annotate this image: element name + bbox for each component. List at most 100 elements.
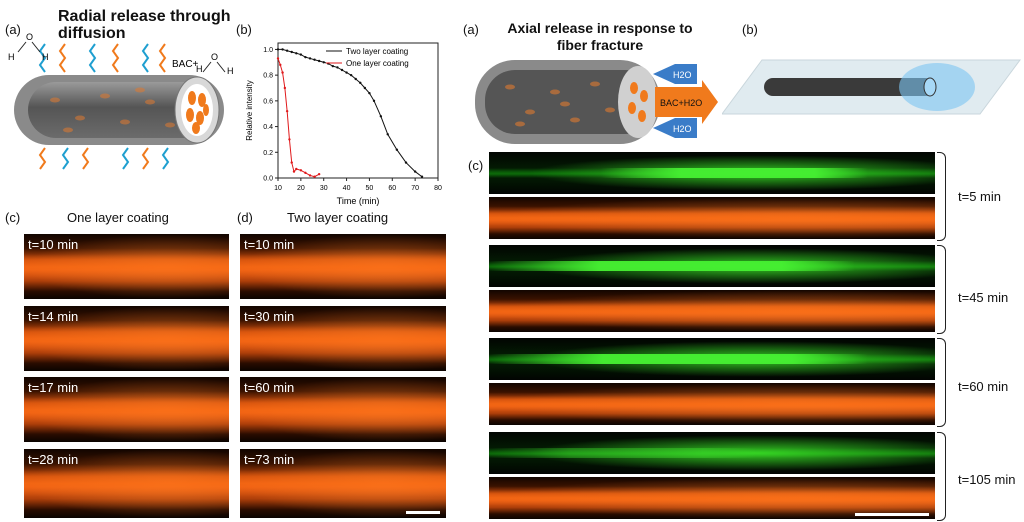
bac-h2o: BAC+H2O	[660, 98, 702, 108]
x-tick-label: 30	[320, 185, 328, 192]
data-point	[317, 59, 321, 63]
data-point	[290, 50, 293, 54]
right-panel-a-label: (a)	[463, 22, 479, 37]
data-point	[276, 48, 280, 51]
series-line-2	[277, 58, 320, 178]
time-label: t=14 min	[28, 309, 79, 324]
data-point	[354, 77, 357, 81]
data-point	[276, 57, 280, 60]
x-tick-label: 60	[388, 185, 396, 192]
data-point	[395, 148, 399, 151]
data-point	[349, 73, 353, 77]
x-axis-label: Time (min)	[337, 196, 380, 206]
fiber-end	[618, 66, 658, 138]
data-point	[308, 57, 312, 60]
data-point	[413, 170, 417, 173]
water-in-arrow-bottom	[653, 118, 675, 138]
left-panel-c-title: One layer coating	[67, 210, 169, 225]
fiber-rod	[764, 78, 934, 96]
left-panel-d-label: (d)	[237, 210, 253, 225]
time-label: t=73 min	[244, 452, 295, 467]
y-tick-label: 0.6	[263, 98, 273, 105]
legend-label: Two layer coating	[346, 47, 408, 56]
two-layer-frame-4: t=73 min	[240, 449, 446, 518]
water-o-right: O	[211, 52, 218, 62]
bac-label: BAC+	[172, 59, 199, 70]
bac-out-arrow	[655, 80, 718, 124]
data-point	[313, 58, 316, 61]
data-point	[295, 167, 298, 171]
h2o-bottom: H2O	[673, 124, 692, 134]
green-frame-3	[489, 338, 935, 380]
water-h-right: H	[196, 64, 203, 74]
data-point	[281, 48, 284, 51]
green-frame-4	[489, 432, 935, 474]
water-o-left: O	[26, 32, 33, 42]
right-panel-b-label: (b)	[742, 22, 758, 37]
data-point	[404, 161, 408, 164]
left-heading: Radial release through diffusion	[58, 8, 231, 42]
data-point	[304, 55, 307, 59]
data-point	[290, 161, 293, 164]
one-layer-frame-1: t=10 min	[24, 234, 229, 299]
bracket-3	[937, 338, 946, 427]
y-axis-label: Relative intensity	[245, 80, 254, 140]
fiber-core	[485, 70, 655, 134]
water-h-right-2: H	[227, 66, 234, 76]
x-tick-label: 50	[366, 185, 374, 192]
left-panel-b-label: (b)	[236, 22, 252, 37]
two-layer-frame-2: t=30 min	[240, 306, 446, 371]
time-label-4: t=105 min	[958, 472, 1016, 487]
bracket-2	[937, 245, 946, 334]
left-panel-d-title: Two layer coating	[287, 210, 389, 225]
legend-label: One layer coating	[346, 59, 409, 68]
time-label: t=60 min	[244, 380, 295, 395]
x-tick-label: 80	[434, 185, 442, 192]
two-layer-frame-3: t=60 min	[240, 377, 446, 442]
y-tick-label: 0.4	[263, 124, 273, 131]
green-frame-2	[489, 245, 935, 287]
h2o-top: H2O	[673, 70, 692, 80]
data-point	[322, 61, 325, 64]
one-layer-frame-4: t=28 min	[24, 449, 229, 518]
data-point	[331, 64, 335, 68]
orange-frame-3	[489, 383, 935, 425]
one-layer-frame-2: t=14 min	[24, 306, 229, 371]
orange-frame-4	[489, 477, 935, 519]
two-layer-frame-1: t=10 min	[240, 234, 446, 299]
data-point	[283, 86, 287, 90]
bracket-4	[937, 432, 946, 521]
plot-frame	[277, 42, 439, 179]
data-point	[295, 52, 298, 55]
data-point	[386, 133, 389, 136]
left-panel-a-label: (a)	[5, 22, 21, 37]
data-point	[363, 86, 367, 90]
axial-release-schematic: H2O BAC+H2O H2O	[475, 60, 718, 144]
data-point	[279, 63, 282, 67]
bracket-1	[937, 152, 946, 241]
y-tick-label: 0.8	[263, 73, 273, 80]
green-frame-1	[489, 152, 935, 194]
data-point	[285, 49, 289, 52]
data-point	[359, 81, 362, 85]
right-panel-c-label: (c)	[468, 158, 484, 173]
x-tick-label: 20	[297, 185, 305, 192]
data-point	[345, 71, 348, 74]
release-intensity-chart: 10 20 30 40 50 60 70 80 0.0 0.2 0.4 0.6 0.8 1.0 Time (…	[245, 42, 442, 206]
y-tick-label: 0.0	[263, 176, 273, 183]
data-point	[372, 99, 376, 103]
water-h-left: H	[8, 52, 15, 62]
data-point	[288, 138, 291, 141]
data-point	[292, 170, 296, 173]
water-h-left-2: H	[42, 52, 49, 62]
droplet	[899, 63, 975, 111]
data-point	[285, 109, 289, 113]
scale-bar	[855, 513, 929, 516]
radial-release-schematic: H O H BAC+ H O H	[8, 32, 234, 170]
orange-frame-2	[489, 290, 935, 332]
x-tick-label: 70	[411, 185, 419, 192]
time-label: t=10 min	[28, 237, 79, 252]
y-tick-label: 1.0	[263, 47, 273, 54]
data-point	[379, 115, 383, 118]
fiber-on-substrate-illustration	[722, 59, 1021, 115]
